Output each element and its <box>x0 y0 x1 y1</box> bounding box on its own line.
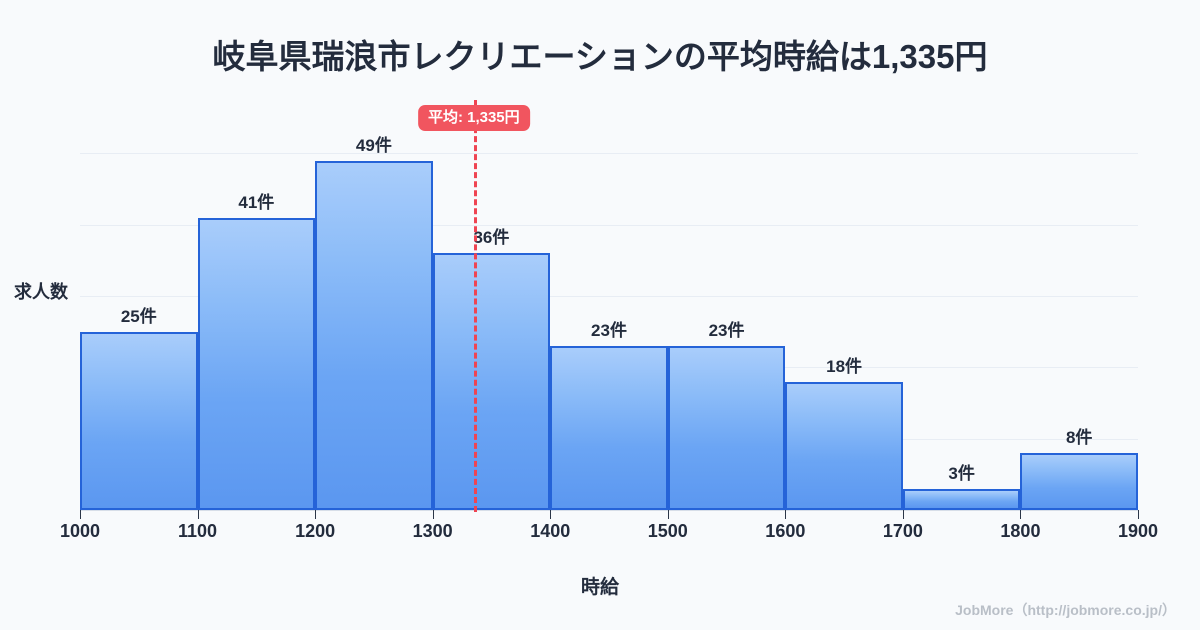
page-title: 岐阜県瑞浪市レクリエーションの平均時給は1,335円 <box>212 38 988 75</box>
y-axis-title: 求人数 <box>14 282 68 302</box>
x-tick-label: 1600 <box>765 521 806 541</box>
histogram-bar[interactable] <box>1020 452 1138 510</box>
x-axis-title: 時給 <box>580 577 619 598</box>
x-tick-label: 1700 <box>882 521 923 541</box>
histogram-bar[interactable] <box>550 346 668 510</box>
histogram-bar[interactable] <box>785 381 903 510</box>
x-tick-label: 1200 <box>295 521 336 541</box>
x-tick-label: 1800 <box>1000 521 1041 541</box>
gridline <box>80 153 1138 155</box>
x-tick-label: 1000 <box>59 521 101 541</box>
gridline <box>80 224 1138 226</box>
x-tick-mark <box>315 510 317 519</box>
x-tick-mark <box>1020 510 1022 519</box>
x-tick-mark <box>1138 510 1139 519</box>
plot-area: 25件 41件 49件 36件 23件 23件 18件 3件 8件 <box>80 100 1138 510</box>
histogram-bar[interactable] <box>80 331 198 510</box>
x-tick-label: 1400 <box>530 521 571 541</box>
bar-value-label: 41件 <box>238 192 275 212</box>
histogram-bar[interactable] <box>902 488 1021 510</box>
x-axis-line <box>80 510 1138 511</box>
x-tick-mark <box>667 510 669 519</box>
bar-value-label: 36件 <box>473 228 510 248</box>
x-tick-mark <box>902 510 904 519</box>
histogram-bar[interactable] <box>197 217 316 510</box>
watermark: JobMore（http://jobmore.co.jp/） <box>955 602 1176 618</box>
bar-value-label: 25件 <box>120 306 157 326</box>
x-tick-mark <box>80 510 81 519</box>
average-badge: 平均: 1,335円 <box>417 105 530 131</box>
bar-value-label: 3件 <box>948 463 975 483</box>
average-line <box>473 100 477 512</box>
gridline <box>80 296 1138 298</box>
x-tick-mark <box>197 510 199 519</box>
x-tick-label: 1300 <box>412 521 453 541</box>
bar-value-label: 23件 <box>708 321 745 340</box>
histogram-bar[interactable] <box>667 346 786 510</box>
histogram-bar[interactable] <box>432 253 551 510</box>
bar-value-label: 49件 <box>355 135 392 155</box>
bar-value-label: 23件 <box>591 321 627 340</box>
bar-value-label: 8件 <box>1065 427 1093 447</box>
bar-value-label: 18件 <box>826 356 863 376</box>
x-tick-label: 1900 <box>1117 521 1159 541</box>
x-tick-mark <box>785 510 787 519</box>
x-tick-mark <box>550 510 552 519</box>
x-tick-label: 1100 <box>178 521 218 541</box>
x-tick-mark <box>432 510 434 519</box>
x-tick-label: 1500 <box>647 521 688 541</box>
histogram-bar[interactable] <box>315 160 433 510</box>
